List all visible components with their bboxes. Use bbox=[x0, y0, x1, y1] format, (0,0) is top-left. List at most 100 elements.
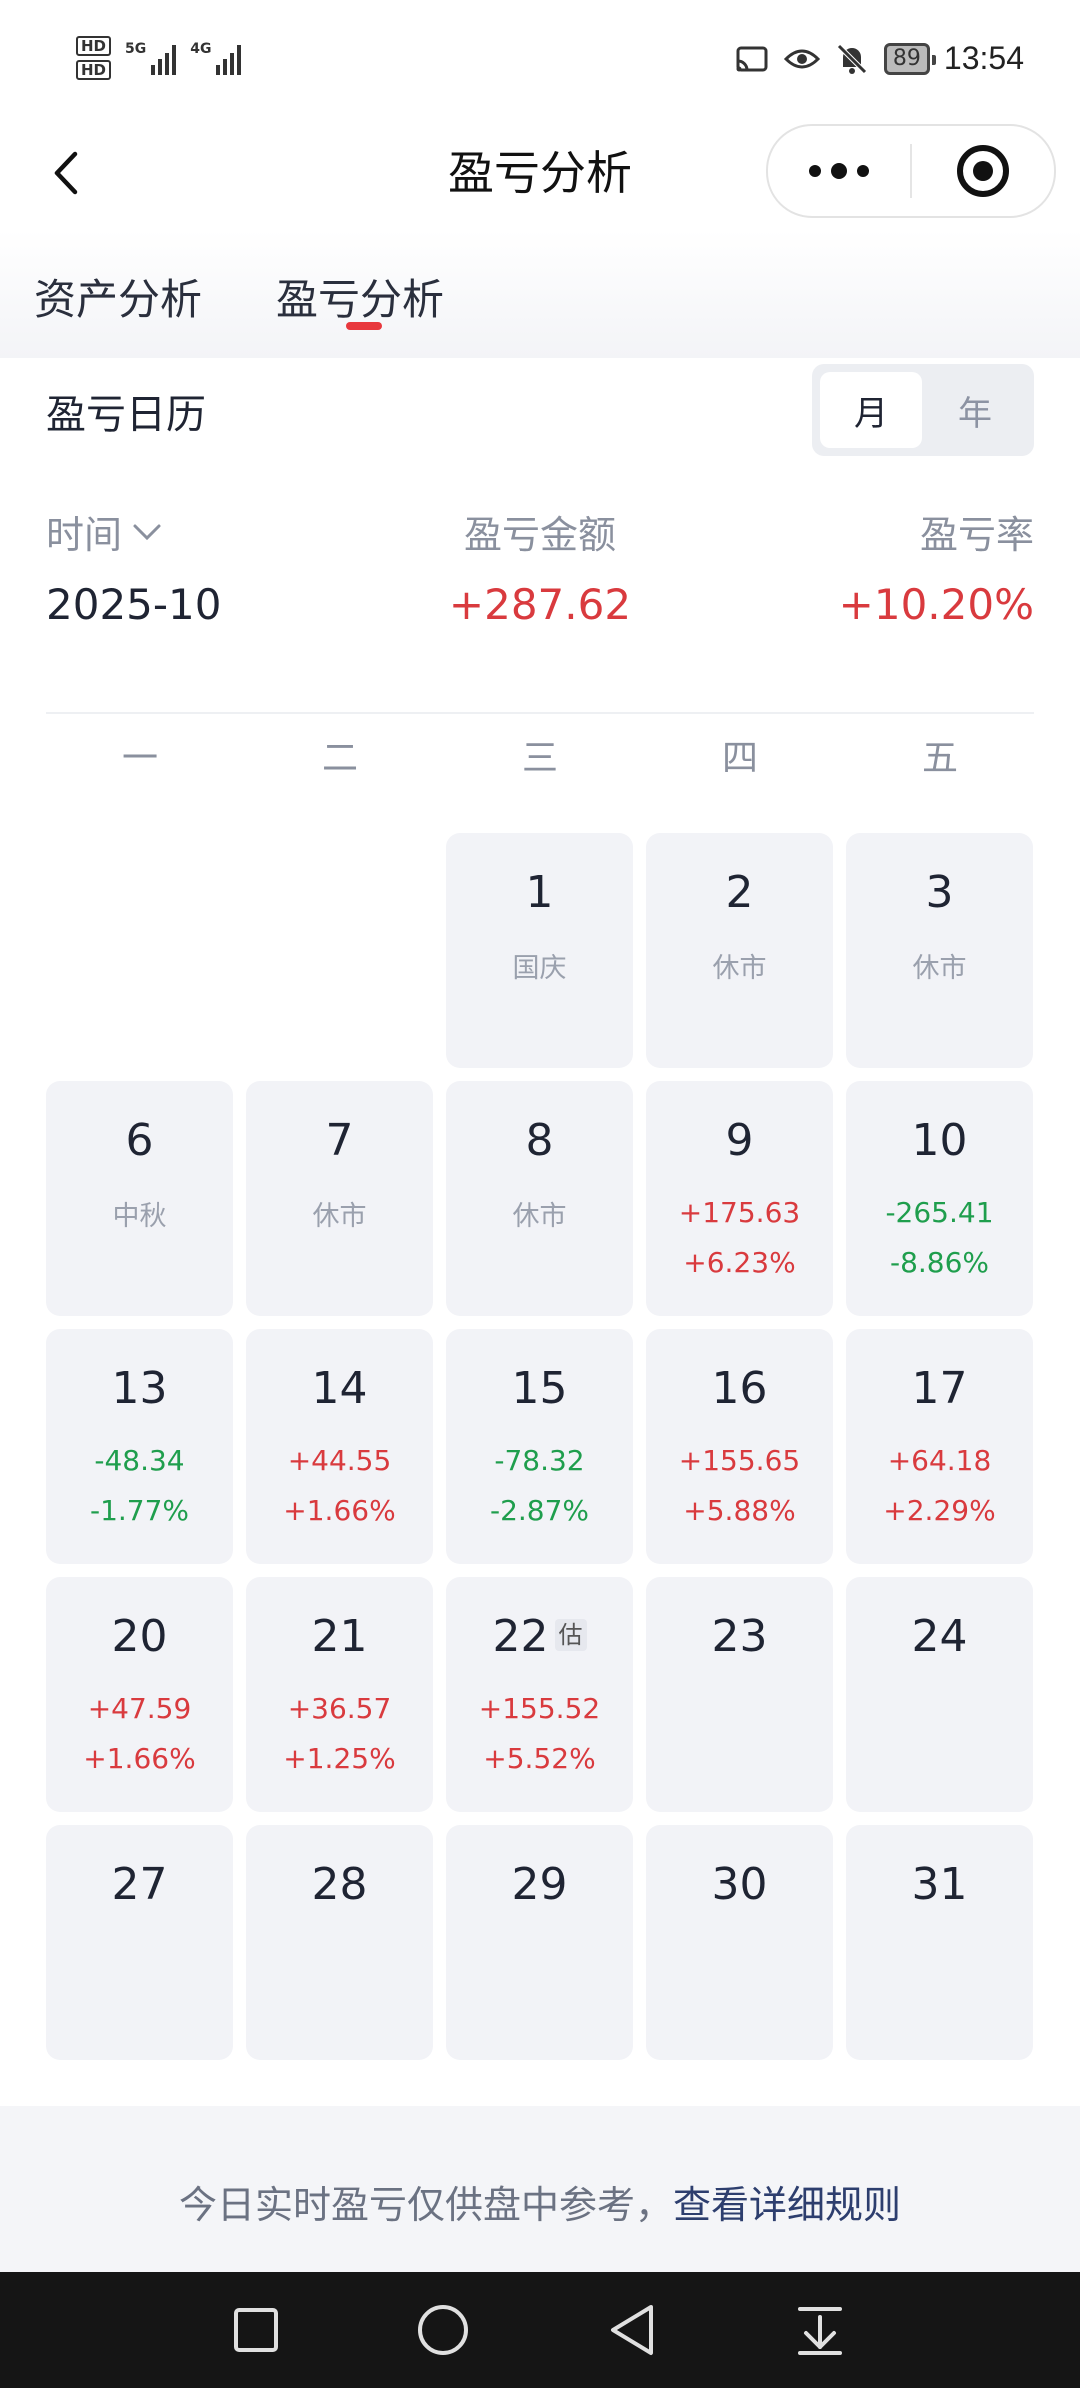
calendar-day[interactable]: 14 +44.55 +1.66% bbox=[246, 1329, 433, 1564]
footer-notice: 今日实时盈亏仅供盘中参考，查看详细规则 bbox=[0, 2106, 1080, 2272]
day-note: 中秋 bbox=[112, 1201, 167, 1232]
day-number: 15 bbox=[511, 1363, 568, 1414]
day-pnl-rate: +5.88% bbox=[683, 1494, 796, 1527]
day-pnl-amount: -265.41 bbox=[885, 1196, 994, 1229]
more-button[interactable] bbox=[768, 126, 910, 216]
network-4g-label: 4G bbox=[190, 41, 212, 57]
recent-apps-button[interactable] bbox=[220, 2294, 292, 2366]
view-toggle: 月 年 bbox=[812, 364, 1034, 456]
day-number: 28 bbox=[311, 1859, 368, 1910]
day-number: 1 bbox=[525, 867, 554, 918]
calendar-day[interactable]: 16 +155.65 +5.88% bbox=[646, 1329, 833, 1564]
calendar-day[interactable]: 3 休市 bbox=[846, 833, 1033, 1068]
day-note: 国庆 bbox=[512, 953, 567, 984]
day-number: 29 bbox=[511, 1859, 568, 1910]
calendar-day[interactable]: 24 bbox=[846, 1577, 1033, 1812]
amount-value: +287.62 bbox=[448, 580, 632, 629]
empty-cell bbox=[46, 833, 233, 1068]
calendar-day[interactable]: 20 +47.59 +1.66% bbox=[46, 1577, 233, 1812]
weekday-wed: 三 bbox=[521, 738, 558, 779]
day-pnl-rate: -2.87% bbox=[489, 1494, 590, 1527]
amount-label: 盈亏金额 bbox=[463, 513, 616, 557]
signal-4g-icon: 4G bbox=[190, 41, 242, 75]
day-number: 24 bbox=[911, 1611, 968, 1662]
day-number: 3 bbox=[925, 867, 954, 918]
day-number: 8 bbox=[525, 1115, 554, 1166]
calendar-day[interactable]: 10 -265.41 -8.86% bbox=[846, 1081, 1033, 1316]
time-selector[interactable]: 时间 bbox=[46, 504, 162, 559]
tab-bar: 资产分析 盈亏分析 bbox=[0, 230, 1080, 358]
day-note: 休市 bbox=[312, 1201, 367, 1232]
active-tab-indicator bbox=[346, 322, 382, 330]
day-number: 20 bbox=[111, 1611, 168, 1662]
calendar-day[interactable]: 22 估 +155.52 +5.52% bbox=[446, 1577, 633, 1812]
circle-icon bbox=[418, 2305, 468, 2355]
back-nav-button[interactable] bbox=[596, 2294, 668, 2366]
page-title: 盈亏分析 bbox=[448, 146, 632, 200]
hd-badge-1: HD bbox=[76, 36, 112, 56]
day-number: 6 bbox=[125, 1115, 154, 1166]
day-pnl-amount: +36.57 bbox=[287, 1692, 392, 1725]
hd-badge-2: HD bbox=[76, 60, 112, 80]
day-pnl-amount: +44.55 bbox=[287, 1444, 392, 1477]
calendar-day[interactable]: 21 +36.57 +1.25% bbox=[246, 1577, 433, 1812]
day-number: 10 bbox=[911, 1115, 968, 1166]
status-time: 13:54 bbox=[943, 40, 1024, 76]
rate-value: +10.20% bbox=[838, 580, 1034, 629]
cast-icon bbox=[736, 46, 768, 71]
day-pnl-amount: +64.18 bbox=[887, 1444, 992, 1477]
back-button[interactable] bbox=[36, 138, 96, 208]
day-number: 22 bbox=[492, 1611, 549, 1662]
day-pnl-rate: +1.66% bbox=[83, 1742, 196, 1775]
day-pnl-amount: +47.59 bbox=[87, 1692, 192, 1725]
system-nav-bar bbox=[0, 2272, 1080, 2388]
calendar-day[interactable]: 23 bbox=[646, 1577, 833, 1812]
day-pnl-amount: +155.52 bbox=[478, 1692, 601, 1725]
calendar-day[interactable]: 30 bbox=[646, 1825, 833, 2060]
calendar-day[interactable]: 31 bbox=[846, 1825, 1033, 2060]
day-pnl-rate: +5.52% bbox=[483, 1742, 596, 1775]
mute-bell-icon bbox=[837, 43, 867, 74]
calendar-day[interactable]: 6 中秋 bbox=[46, 1081, 233, 1316]
calendar-day[interactable]: 2 休市 bbox=[646, 833, 833, 1068]
day-number: 31 bbox=[911, 1859, 968, 1910]
calendar-day[interactable]: 27 bbox=[46, 1825, 233, 2060]
notification-pulldown-button[interactable] bbox=[784, 2294, 856, 2366]
rules-link[interactable]: 查看详细规则 bbox=[673, 2183, 902, 2227]
home-button[interactable] bbox=[407, 2294, 479, 2366]
day-pnl-rate: +2.29% bbox=[883, 1494, 996, 1527]
calendar-day[interactable]: 28 bbox=[246, 1825, 433, 2060]
close-miniprogram-button[interactable] bbox=[912, 126, 1054, 216]
capsule-divider bbox=[910, 144, 912, 198]
day-number: 21 bbox=[311, 1611, 368, 1662]
day-number: 16 bbox=[711, 1363, 768, 1414]
rate-label: 盈亏率 bbox=[919, 513, 1034, 557]
status-bar: HD HD 5G 4G 89 13:54 bbox=[0, 0, 1080, 120]
day-note: 休市 bbox=[512, 1201, 567, 1232]
calendar-day[interactable]: 17 +64.18 +2.29% bbox=[846, 1329, 1033, 1564]
calendar-day[interactable]: 1 国庆 bbox=[446, 833, 633, 1068]
chevron-down-icon bbox=[133, 524, 161, 540]
weekday-mon: 一 bbox=[121, 738, 158, 779]
time-label: 时间 bbox=[46, 513, 123, 557]
calendar-day[interactable]: 13 -48.34 -1.77% bbox=[46, 1329, 233, 1564]
calendar-day[interactable]: 29 bbox=[446, 1825, 633, 2060]
calendar-day[interactable]: 15 -78.32 -2.87% bbox=[446, 1329, 633, 1564]
day-number: 23 bbox=[711, 1611, 768, 1662]
tab-pnl-analysis[interactable]: 盈亏分析 bbox=[276, 275, 445, 324]
signal-5g-icon: 5G bbox=[125, 41, 177, 75]
calendar-day[interactable]: 8 休市 bbox=[446, 1081, 633, 1316]
month-toggle-button[interactable]: 月 bbox=[820, 372, 922, 448]
year-toggle-button[interactable]: 年 bbox=[958, 393, 992, 434]
day-pnl-rate: -1.77% bbox=[89, 1494, 190, 1527]
day-pnl-rate: +1.66% bbox=[283, 1494, 396, 1527]
time-value: 2025-10 bbox=[46, 580, 222, 629]
day-number: 13 bbox=[111, 1363, 168, 1414]
day-number: 27 bbox=[111, 1859, 168, 1910]
empty-cell bbox=[246, 833, 433, 1068]
tab-asset-analysis[interactable]: 资产分析 bbox=[34, 275, 203, 324]
calendar-day[interactable]: 9 +175.63 +6.23% bbox=[646, 1081, 833, 1316]
day-pnl-amount: +155.65 bbox=[678, 1444, 801, 1477]
weekday-thu: 四 bbox=[721, 738, 758, 779]
calendar-day[interactable]: 7 休市 bbox=[246, 1081, 433, 1316]
